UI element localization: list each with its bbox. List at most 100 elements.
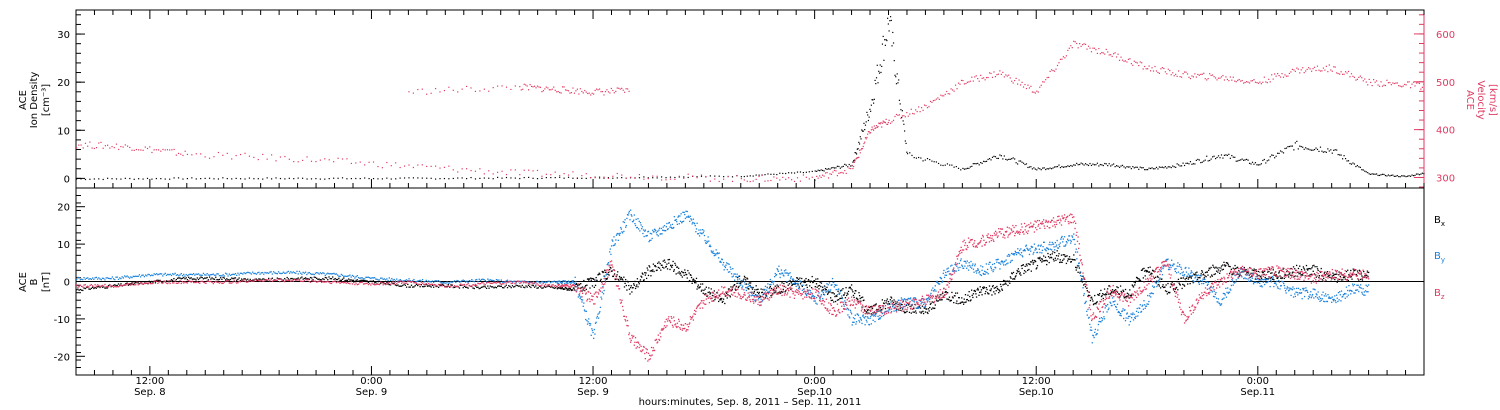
bfield-data-point [1031, 259, 1034, 262]
top-data-point [866, 111, 868, 113]
top-data-point [93, 147, 95, 150]
bfield-data-point [1148, 295, 1151, 297]
bfield-data-point [344, 275, 346, 277]
bfield-data-point [1153, 286, 1156, 288]
top-data-point [1384, 174, 1387, 177]
top-data-point [1220, 76, 1223, 78]
bfield-data-point [1092, 300, 1094, 302]
bfield-data-point [1285, 292, 1287, 294]
bfield-data-point [831, 292, 833, 294]
bfield-data-point [911, 299, 913, 301]
top-data-point [956, 88, 958, 90]
bfield-data-point [956, 292, 959, 294]
bfield-data-point [1330, 280, 1332, 282]
bfield-data-point [1062, 241, 1064, 243]
bfield-data-point [1350, 293, 1352, 295]
top-data-point [1355, 79, 1357, 81]
bfield-data-point [135, 275, 137, 277]
bfield-data-point [119, 285, 121, 287]
top-data-point [302, 159, 304, 162]
bfield-data-point [596, 315, 599, 318]
bfield-data-point [708, 240, 710, 242]
bfield-data-point [570, 289, 572, 291]
bfield-data-point [1042, 260, 1044, 262]
bfield-data-point [828, 282, 831, 284]
bfield-data-point [774, 272, 776, 275]
bfield-data-point [699, 286, 701, 288]
top-data-point [1339, 73, 1341, 75]
bfield-data-point [344, 279, 346, 282]
bfield-data-point [115, 286, 117, 288]
bfield-data-point [849, 309, 852, 312]
bfield-data-point [1350, 276, 1353, 278]
top-data-point [723, 176, 725, 178]
bfield-data-point [723, 269, 725, 271]
bfield-data-point [1220, 267, 1222, 269]
top-data-point [426, 165, 428, 168]
bfield-data-point [1129, 320, 1132, 323]
bfield-data-point [199, 282, 201, 284]
bfield-data-point [215, 276, 217, 278]
bfield-data-point [1009, 282, 1011, 284]
bfield-data-point [90, 283, 93, 286]
bfield-data-point [564, 282, 566, 285]
bfield-data-point [636, 278, 639, 280]
top-data-point [918, 156, 920, 159]
bfield-data-point [1030, 261, 1032, 263]
bfield-data-point [690, 274, 692, 276]
bfield-data-point [1113, 301, 1115, 303]
bfield-data-point [124, 275, 126, 277]
top-data-point [1380, 174, 1382, 176]
bfield-data-point [377, 281, 379, 283]
bfield-data-point [798, 278, 800, 280]
bfield-data-point [1132, 312, 1134, 314]
bfield-data-point [998, 291, 1000, 294]
top-data-point [1396, 82, 1398, 84]
top-data-point [587, 92, 589, 95]
top-data-point [1197, 73, 1199, 76]
bfield-data-point [133, 275, 136, 278]
bfield-data-point [1160, 270, 1162, 273]
top-data-point [1423, 173, 1425, 175]
bfield-data-point [165, 274, 168, 276]
bfield-data-point [1212, 264, 1214, 266]
bfield-data-point [1069, 239, 1071, 241]
top-data-point [439, 91, 441, 93]
bfield-data-point [217, 279, 219, 281]
top-data-point [1055, 166, 1057, 168]
bfield-data-point [1127, 295, 1129, 297]
top-data-point [749, 180, 751, 183]
bfield-data-point [701, 283, 704, 285]
bfield-data-point [477, 280, 479, 283]
bfield-data-point [912, 311, 914, 313]
bfield-data-point [350, 276, 352, 278]
top-data-point [1313, 148, 1316, 151]
bfield-data-point [573, 282, 575, 284]
bfield-data-point [824, 288, 826, 290]
top-data-point [448, 86, 450, 88]
bfield-data-point [1161, 266, 1163, 268]
bfield-data-point [806, 292, 808, 295]
bfield-data-point [1340, 300, 1342, 302]
bfield-data-point [958, 262, 960, 265]
top-data-point [1248, 162, 1251, 164]
top-data-point [1040, 84, 1042, 86]
top-data-point [867, 119, 870, 122]
bfield-data-point [1097, 329, 1099, 331]
bfield-data-point [944, 291, 946, 294]
bfield-data-point [462, 279, 464, 281]
top-data-point [522, 88, 524, 90]
bfield-data-point [995, 259, 997, 261]
bfield-data-point [846, 292, 848, 294]
top-data-point [465, 85, 468, 88]
bfield-data-point [942, 292, 944, 294]
bfield-data-point [309, 276, 312, 279]
bfield-data-point [1212, 287, 1214, 289]
bfield-data-point [82, 286, 84, 288]
top-data-point [892, 31, 894, 34]
bfield-data-point [1026, 269, 1029, 272]
bfield-data-point [545, 281, 547, 283]
bfield-data-point [806, 286, 808, 289]
bfield-data-point [1232, 267, 1234, 269]
top-data-point [1220, 154, 1223, 156]
